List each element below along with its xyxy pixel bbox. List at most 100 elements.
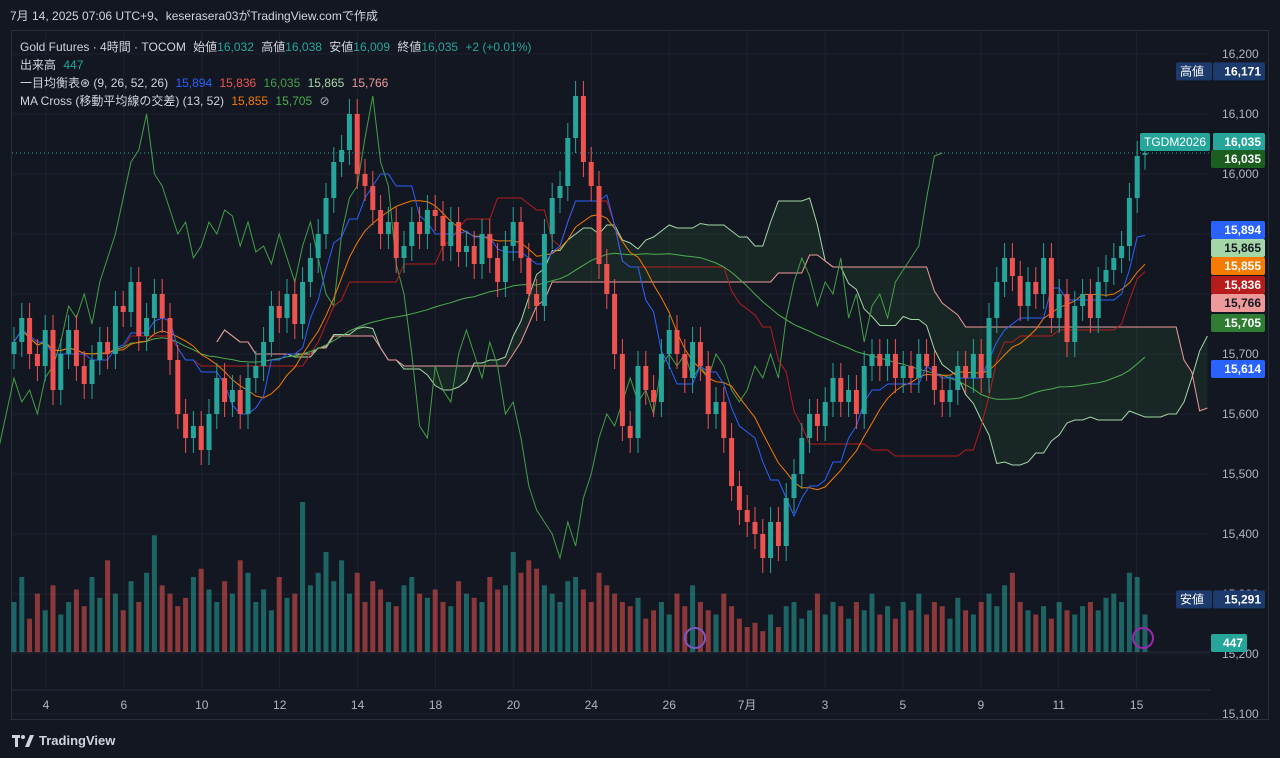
volume-bar — [1017, 602, 1023, 652]
candle-body — [34, 354, 40, 366]
volume-bar — [378, 589, 384, 652]
volume-bar — [627, 606, 633, 652]
volume-bar — [1142, 614, 1148, 652]
credit-text: 7月 14, 2025 07:06 UTC+9、keserasera03がTra… — [10, 9, 378, 23]
svg-text:447: 447 — [1223, 636, 1243, 650]
candle-body — [526, 258, 532, 294]
volume-bar — [66, 602, 72, 652]
volume-bar — [50, 585, 56, 652]
volume-bar — [276, 577, 282, 652]
ichimoku-spanB-line — [216, 254, 1208, 412]
volume-bar — [986, 593, 992, 652]
volume-bar — [518, 572, 524, 652]
candle-body — [393, 222, 399, 258]
candle-body — [284, 294, 290, 318]
candle-body — [775, 522, 781, 546]
volume-bar — [42, 610, 48, 652]
volume-bar — [791, 602, 797, 652]
volume-bar — [479, 602, 485, 652]
volume-bar — [877, 614, 883, 652]
volume-bar — [830, 602, 836, 652]
volume-bar — [448, 606, 454, 652]
candle-body — [1111, 258, 1117, 270]
volume-bar — [214, 602, 220, 652]
candle-body — [237, 390, 243, 414]
y-tick-label: 15,100 — [1222, 707, 1259, 721]
candle-body — [378, 210, 384, 234]
volume-bar — [768, 614, 774, 652]
candle-body — [783, 498, 789, 546]
macross-fast-value: 15,855 — [231, 94, 269, 108]
volume-bar — [838, 606, 844, 652]
ma-slow-badge: 15,705 — [1211, 314, 1265, 332]
legend-volume-row[interactable]: 出来高 447 — [20, 56, 535, 74]
volume-bar — [307, 585, 313, 652]
volume-bar — [81, 606, 87, 652]
candle-body — [1009, 258, 1015, 276]
candle-body — [651, 390, 657, 402]
candle-body — [58, 354, 64, 390]
candle-body — [853, 390, 859, 414]
legend-symbol-row[interactable]: Gold Futures · 4時間 · TOCOM 始値16,032 高値16… — [20, 38, 535, 56]
candle-body — [27, 318, 33, 354]
symbol-badge-text: TGDM2026 — [1144, 135, 1206, 149]
candle-body — [729, 438, 735, 486]
candle-body — [588, 162, 594, 186]
candle-body — [713, 402, 719, 414]
svg-text:15,836: 15,836 — [1224, 278, 1261, 292]
volume-bar — [495, 589, 501, 652]
high-label: 高値 — [261, 40, 286, 54]
volume-bar — [861, 610, 867, 652]
last-price-badge: 16,035 — [1213, 133, 1265, 151]
candle-body — [183, 414, 189, 438]
candle-body — [479, 234, 485, 264]
candle-body — [471, 246, 477, 264]
volume-bar — [970, 614, 976, 652]
legend-ichimoku-row[interactable]: 一目均衡表⊛ (9, 26, 52, 26) 15,894 15,836 16,… — [20, 74, 535, 92]
low-value: 16,009 — [353, 40, 390, 54]
candle-body — [931, 366, 937, 390]
volume-bar — [128, 581, 134, 652]
volume-bar — [682, 606, 688, 652]
candle-body — [1002, 258, 1008, 282]
legend-macross-row[interactable]: MA Cross (移動平均線の交差) (13, 52) 15,855 15,7… — [20, 92, 535, 110]
volume-bar — [799, 618, 805, 652]
volume-bar — [456, 581, 462, 652]
candle-body — [136, 282, 142, 336]
volume-bar — [1056, 602, 1062, 652]
kijun-badge: 15,836 — [1211, 276, 1265, 294]
volume-bar — [167, 593, 173, 652]
candle-body — [807, 414, 813, 438]
candle-body — [42, 330, 48, 366]
candle-body — [814, 414, 820, 426]
volume-bar — [955, 597, 961, 652]
y-tick-label: 16,000 — [1222, 167, 1259, 181]
candle-body — [627, 426, 633, 438]
event-flag-icon — [684, 627, 706, 649]
chart-frame[interactable] — [11, 30, 1269, 720]
high-value-badge: 16,171 — [1213, 62, 1265, 81]
volume-bar — [947, 618, 953, 652]
candle-body — [495, 258, 501, 282]
y-tick-label: 16,200 — [1222, 47, 1259, 61]
spanA-badge: 15,865 — [1211, 239, 1265, 257]
eye-off-icon[interactable]: ⊘ — [319, 94, 330, 108]
tradingview-logo[interactable]: TradingView — [12, 733, 115, 748]
volume-bar — [502, 585, 508, 652]
candle-body — [768, 522, 774, 558]
candle-body — [448, 222, 454, 246]
x-tick-label: 15 — [1130, 698, 1144, 712]
symbol-name[interactable]: Gold Futures · 4時間 · TOCOM — [20, 40, 186, 54]
volume-bar — [229, 593, 235, 652]
x-tick-label: 4 — [43, 698, 50, 712]
volume-bar — [58, 614, 64, 652]
svg-text:15,705: 15,705 — [1224, 316, 1261, 330]
ichimoku-spanB-value: 15,766 — [351, 76, 389, 90]
candle-body — [1095, 282, 1101, 318]
candle-body — [596, 186, 602, 264]
close-label: 終値 — [397, 40, 422, 54]
volume-bar — [401, 585, 407, 652]
candle-body — [682, 354, 688, 378]
candle-body — [1033, 282, 1039, 294]
